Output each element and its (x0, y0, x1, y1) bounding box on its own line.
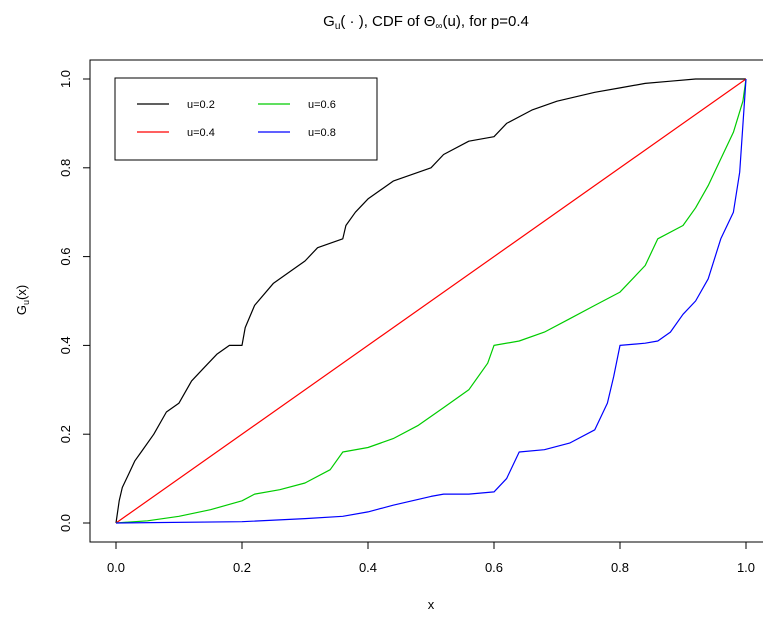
y-axis: 0.0 0.2 0.4 0.6 0.8 1.0 (58, 70, 91, 532)
x-tick-label: 0.4 (359, 560, 377, 575)
legend-label: u=0.4 (187, 127, 215, 139)
x-tick-label: 0.6 (485, 560, 503, 575)
legend-label: u=0.2 (187, 99, 215, 111)
y-tick-label: 0.4 (58, 336, 73, 354)
y-tick-label: 0.2 (58, 425, 73, 443)
legend-label: u=0.6 (308, 99, 336, 111)
y-tick-label: 1.0 (58, 70, 73, 88)
legend-label: u=0.8 (308, 127, 336, 139)
x-tick-label: 1.0 (737, 560, 755, 575)
y-tick-label: 0.8 (58, 159, 73, 177)
legend-box (114, 77, 378, 161)
series-line-u-0-6 (115, 78, 747, 524)
x-axis: 0.0 0.2 0.4 0.6 0.8 1.0 (107, 541, 755, 575)
legend: u=0.2 u=0.4 u=0.6 u=0.8 (114, 77, 378, 161)
chart-title: Gu( · ), CDF of Θ∞(u), for p=0.4 (323, 13, 529, 32)
series-line-u-0-2 (115, 78, 746, 524)
y-tick-label: 0.6 (58, 248, 73, 266)
series-line-u-0-4 (115, 78, 747, 524)
x-tick-label: 0.8 (611, 560, 629, 575)
series-layer (115, 78, 747, 524)
y-axis-title: Gu(x) (14, 285, 31, 315)
x-tick-label: 0.2 (233, 560, 251, 575)
series-line-u-0-8 (115, 78, 747, 524)
y-tick-label: 0.0 (58, 514, 73, 532)
x-axis-title: x (428, 597, 435, 612)
x-tick-label: 0.0 (107, 560, 125, 575)
